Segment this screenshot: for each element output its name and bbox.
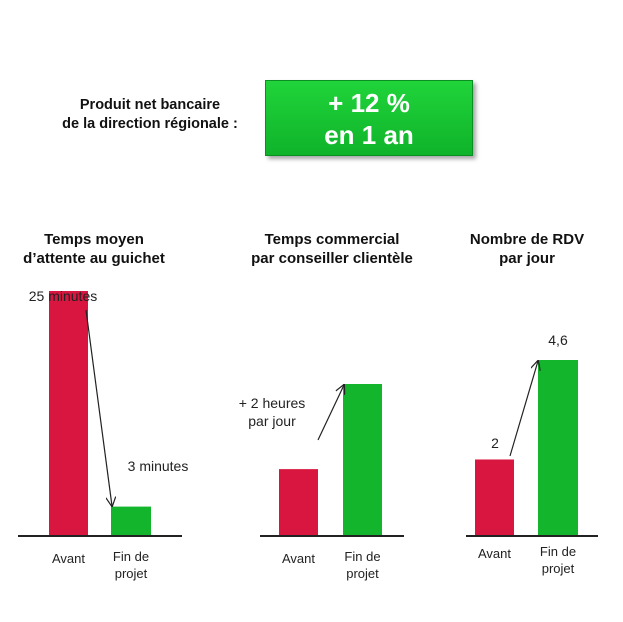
headline-label: Produit net bancaire de la direction rég… — [40, 96, 260, 134]
chart-3-title: Nombre de RDV par jour — [470, 231, 584, 267]
chart-2-category-avant: Avant — [282, 551, 315, 566]
chart-3-category-avant: Avant — [478, 546, 511, 561]
chart-2-arrow — [317, 385, 344, 441]
chart-1-category-fin-de-projet: Fin de projet — [113, 549, 149, 581]
chart-1-bar-avant — [49, 291, 88, 536]
chart-3-value-label-2: 4,6 — [548, 332, 568, 348]
chart-3-arrow — [509, 361, 538, 457]
chart-3-category-fin-de-projet: Fin de projet — [540, 544, 576, 576]
chart-3-bar-avant — [475, 459, 514, 536]
chart-1-value-label-1: 25 minutes — [29, 288, 97, 304]
growth-badge-line-1: + 12 % — [328, 88, 410, 118]
chart-1-arrow — [85, 309, 112, 506]
chart-2-title: Temps commercial par conseiller clientèle — [251, 231, 413, 267]
headline-label-line-1: Produit net bancaire — [79, 97, 221, 113]
chart-1-value-label-2: 3 minutes — [128, 458, 189, 474]
chart-3-value-label-1: 2 — [491, 435, 499, 451]
chart-1-category-avant: Avant — [52, 551, 85, 566]
growth-badge-line-2: en 1 an — [324, 120, 414, 150]
headline-label-line-2: de la direction régionale : — [62, 116, 238, 132]
chart-2-category-fin-de-projet: Fin de projet — [344, 549, 380, 581]
chart-2-bar-avant — [279, 469, 318, 536]
chart-2-bar-fin-de-projet — [343, 384, 382, 536]
chart-2-value-label-1: + 2 heures par jour — [239, 395, 306, 429]
chart-1-bar-fin-de-projet — [111, 506, 151, 536]
growth-badge: + 12 % en 1 an — [265, 80, 473, 156]
chart-3-bar-fin-de-projet — [538, 360, 578, 536]
chart-1-title: Temps moyen d’attente au guichet — [23, 231, 165, 267]
